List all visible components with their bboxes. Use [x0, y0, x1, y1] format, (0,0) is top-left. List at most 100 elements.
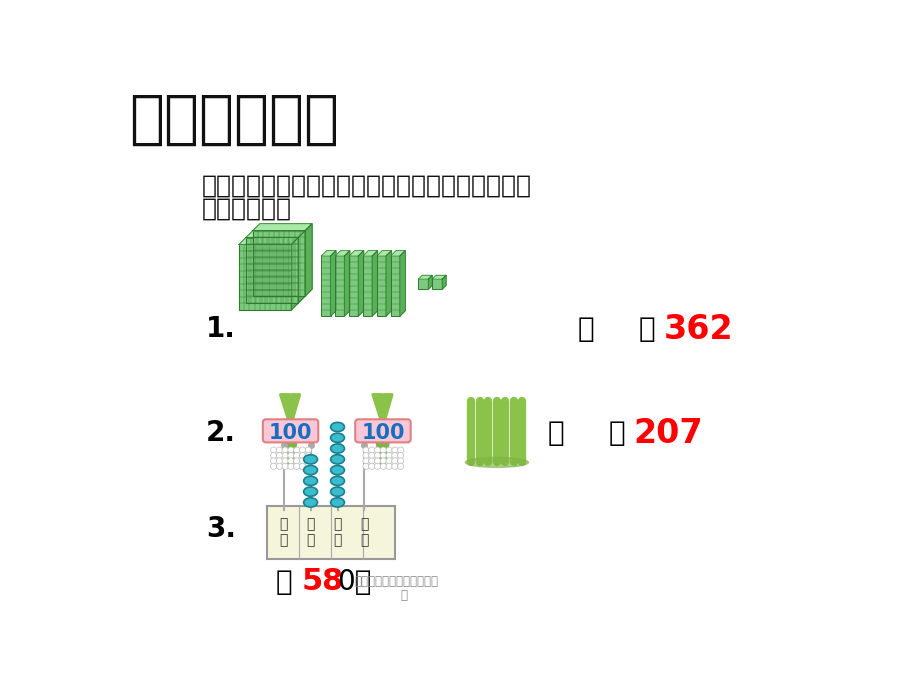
Circle shape [305, 453, 311, 459]
Polygon shape [400, 250, 405, 316]
Circle shape [362, 453, 369, 459]
FancyBboxPatch shape [253, 230, 305, 296]
Circle shape [362, 447, 369, 453]
Circle shape [288, 453, 294, 459]
FancyBboxPatch shape [355, 420, 410, 442]
Ellipse shape [330, 497, 344, 507]
Circle shape [276, 453, 282, 459]
Polygon shape [253, 224, 312, 230]
Polygon shape [357, 250, 363, 316]
Text: 100: 100 [268, 423, 312, 443]
Circle shape [270, 457, 277, 464]
Circle shape [369, 453, 374, 459]
Polygon shape [335, 250, 349, 256]
Circle shape [293, 453, 300, 459]
Polygon shape [321, 250, 335, 256]
Circle shape [270, 463, 277, 469]
Circle shape [386, 447, 391, 453]
Circle shape [299, 453, 305, 459]
Ellipse shape [303, 497, 317, 507]
Ellipse shape [303, 487, 317, 496]
Circle shape [299, 457, 305, 464]
Text: 362: 362 [664, 313, 732, 346]
FancyBboxPatch shape [239, 244, 291, 310]
Ellipse shape [303, 455, 317, 464]
Text: 件: 件 [401, 589, 407, 602]
Polygon shape [239, 237, 298, 244]
Text: 下面每幅图代表的数分别是多少？填一填，并说说: 下面每幅图代表的数分别是多少？填一填，并说说 [202, 174, 531, 197]
Circle shape [288, 447, 294, 453]
FancyBboxPatch shape [245, 237, 298, 303]
Circle shape [282, 447, 288, 453]
Text: 百
位: 百 位 [306, 518, 314, 548]
Text: 个
位: 个 位 [360, 518, 369, 548]
Circle shape [282, 457, 288, 464]
Circle shape [397, 447, 403, 453]
Text: 0）: 0） [336, 568, 370, 595]
Polygon shape [305, 224, 312, 296]
Circle shape [299, 447, 305, 453]
Circle shape [397, 453, 403, 459]
Ellipse shape [330, 444, 344, 453]
Circle shape [362, 463, 369, 469]
Text: 一、复习导入: 一、复习导入 [129, 90, 338, 148]
Text: 3.: 3. [206, 515, 235, 544]
Circle shape [369, 463, 374, 469]
FancyBboxPatch shape [335, 256, 344, 316]
Text: （: （ [275, 568, 291, 595]
Circle shape [391, 447, 398, 453]
Circle shape [288, 463, 294, 469]
Circle shape [374, 447, 380, 453]
Circle shape [369, 447, 374, 453]
Polygon shape [362, 250, 377, 256]
Circle shape [299, 463, 305, 469]
FancyBboxPatch shape [377, 256, 386, 316]
Circle shape [374, 453, 380, 459]
Circle shape [270, 447, 277, 453]
Ellipse shape [330, 466, 344, 475]
FancyBboxPatch shape [418, 279, 428, 289]
Text: 十
位: 十 位 [333, 518, 341, 548]
Polygon shape [372, 250, 377, 316]
Text: 1.: 1. [206, 315, 235, 343]
Polygon shape [344, 250, 349, 316]
Polygon shape [442, 275, 446, 289]
Circle shape [386, 463, 391, 469]
Circle shape [282, 453, 288, 459]
Circle shape [362, 457, 369, 464]
Circle shape [386, 457, 391, 464]
Circle shape [293, 463, 300, 469]
Text: 2.: 2. [206, 419, 235, 447]
Text: （     ）: （ ） [548, 419, 626, 447]
Polygon shape [291, 237, 298, 310]
Circle shape [374, 463, 380, 469]
Circle shape [276, 457, 282, 464]
Ellipse shape [330, 476, 344, 486]
Circle shape [380, 463, 386, 469]
Polygon shape [391, 250, 405, 256]
Ellipse shape [465, 457, 528, 467]
Circle shape [386, 453, 391, 459]
Text: 100: 100 [361, 423, 404, 443]
Text: 5: 5 [301, 567, 323, 596]
Circle shape [288, 457, 294, 464]
Circle shape [276, 447, 282, 453]
Circle shape [293, 447, 300, 453]
Circle shape [380, 457, 386, 464]
Text: 207: 207 [632, 417, 702, 450]
Circle shape [369, 457, 374, 464]
Circle shape [391, 453, 398, 459]
FancyBboxPatch shape [348, 256, 357, 316]
Circle shape [293, 457, 300, 464]
Circle shape [305, 457, 311, 464]
Polygon shape [377, 250, 391, 256]
Circle shape [391, 457, 398, 464]
Circle shape [305, 447, 311, 453]
Text: 8: 8 [321, 567, 342, 596]
FancyBboxPatch shape [432, 279, 442, 289]
Circle shape [397, 463, 403, 469]
Ellipse shape [303, 476, 317, 486]
Circle shape [270, 453, 277, 459]
FancyBboxPatch shape [263, 420, 318, 442]
Circle shape [282, 463, 288, 469]
